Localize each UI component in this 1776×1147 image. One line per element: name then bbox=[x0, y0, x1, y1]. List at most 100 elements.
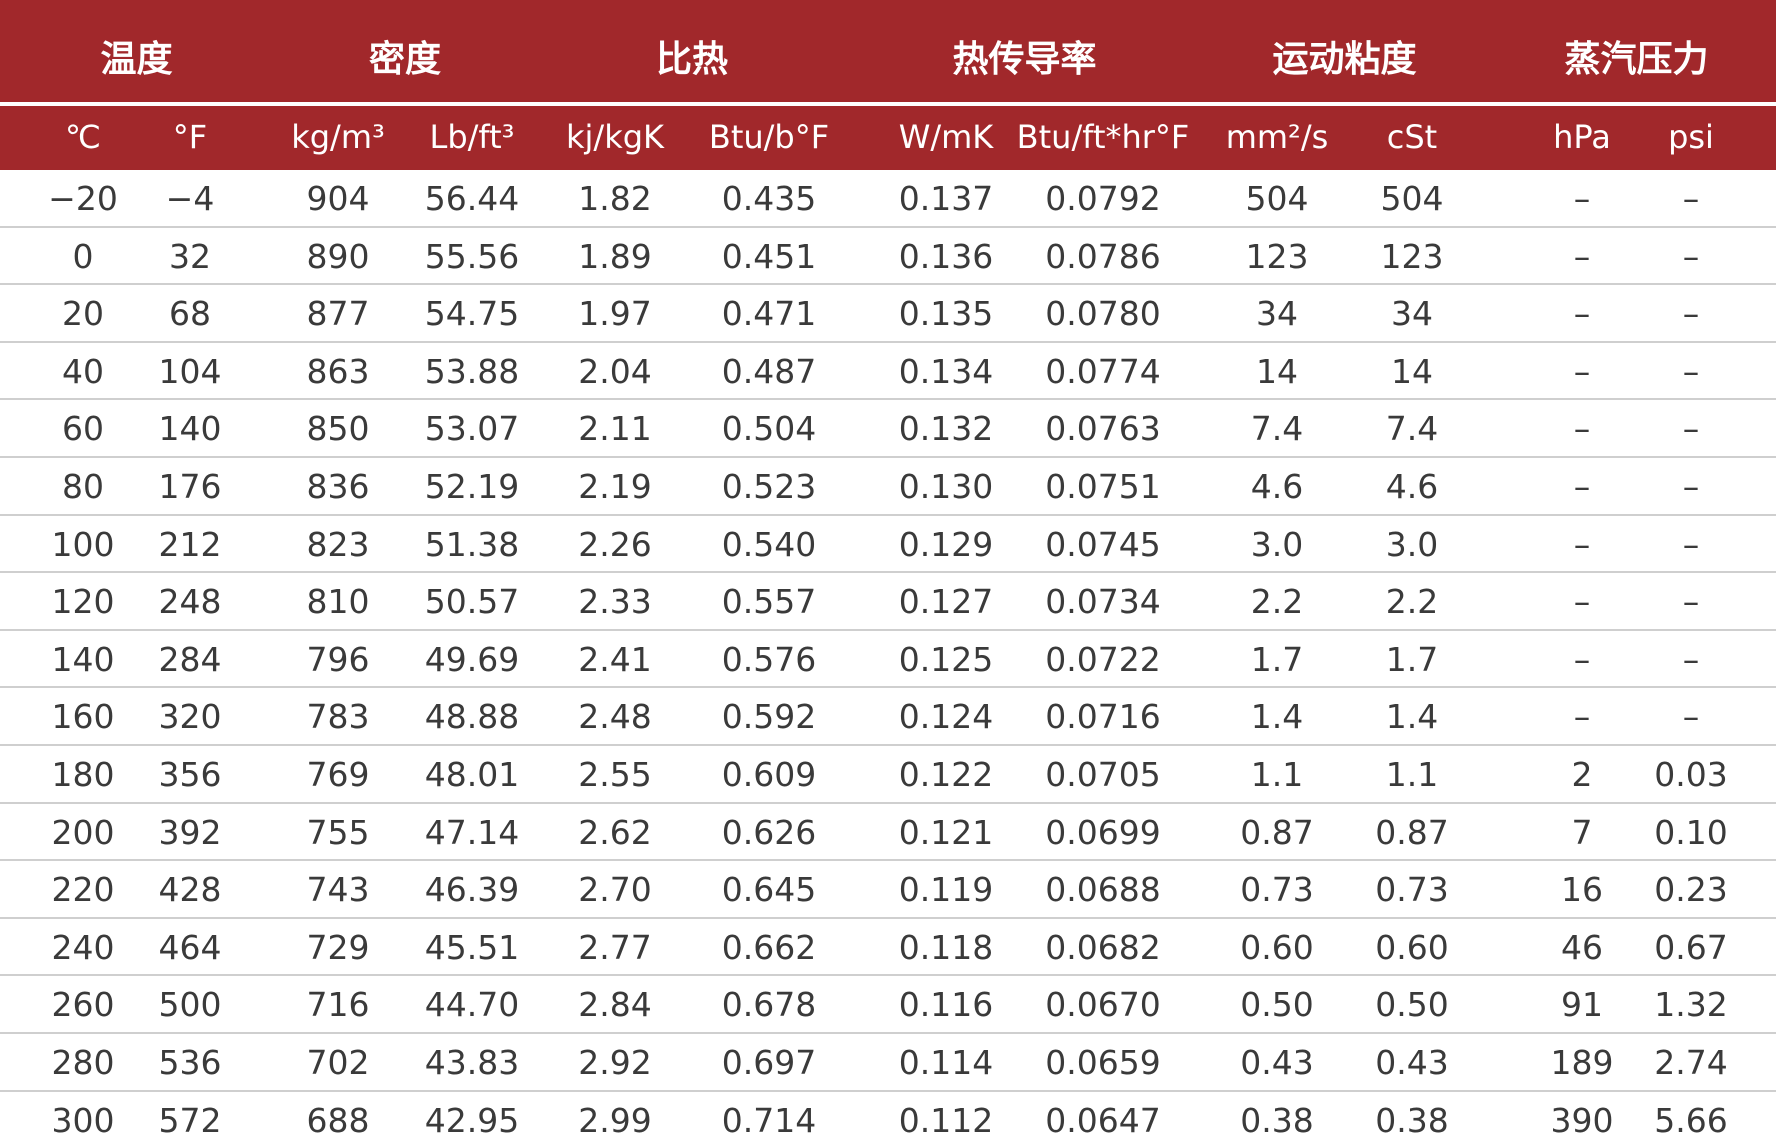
cell-value: 180 bbox=[51, 755, 115, 794]
cell-value: 536 bbox=[158, 1043, 222, 1082]
cell-value: – bbox=[1573, 351, 1591, 391]
cell-value: – bbox=[1573, 179, 1591, 218]
cell-value: 100 bbox=[51, 524, 115, 564]
cell-value: 7.4 bbox=[1250, 409, 1304, 449]
cell-value: 0.662 bbox=[721, 927, 817, 967]
cell-value: 0.67 bbox=[1654, 927, 1728, 967]
cell-value: 2 bbox=[1571, 755, 1593, 794]
cell-value: 0.73 bbox=[1375, 870, 1449, 910]
cell-value: 504 bbox=[1380, 179, 1444, 218]
cell-value: – bbox=[1682, 639, 1700, 679]
cell-value: 0.678 bbox=[721, 985, 817, 1025]
cell-value: 123 bbox=[1380, 236, 1444, 276]
unit-header-band bbox=[0, 106, 1776, 170]
cell-value: 0.523 bbox=[721, 467, 817, 506]
cell-value: 1.4 bbox=[1250, 697, 1304, 737]
cell-value: 743 bbox=[306, 870, 370, 910]
cell-value: 0.112 bbox=[898, 1100, 994, 1140]
cell-value: 2.55 bbox=[578, 755, 652, 794]
cell-value: 189 bbox=[1550, 1043, 1614, 1082]
cell-value: 0.626 bbox=[721, 812, 817, 852]
cell-value: 0.0670 bbox=[1045, 985, 1161, 1025]
row-separator bbox=[0, 456, 1776, 458]
cell-value: 500 bbox=[158, 985, 222, 1025]
cell-value: 1.7 bbox=[1250, 639, 1304, 679]
cell-value: 0.50 bbox=[1240, 985, 1314, 1025]
row-separator bbox=[0, 283, 1776, 286]
cell-value: 2.2 bbox=[1385, 582, 1439, 622]
row-separator bbox=[0, 801, 1776, 804]
cell-value: 0.87 bbox=[1240, 812, 1314, 852]
cell-value: 104 bbox=[158, 351, 222, 391]
cell-value: 220 bbox=[51, 870, 115, 910]
cell-value: 0.43 bbox=[1375, 1043, 1449, 1082]
cell-value: 0.0716 bbox=[1045, 697, 1161, 737]
cell-value: 2.11 bbox=[578, 409, 652, 449]
cell-value: 46.39 bbox=[424, 870, 520, 910]
cell-value: 0.10 bbox=[1654, 812, 1728, 852]
cell-value: 464 bbox=[158, 927, 222, 967]
unit-header: °F bbox=[172, 118, 208, 156]
cell-value: 823 bbox=[306, 524, 370, 564]
cell-value: 716 bbox=[306, 985, 370, 1025]
cell-value: – bbox=[1573, 294, 1591, 334]
cell-value: 877 bbox=[306, 294, 370, 334]
cell-value: 0.0699 bbox=[1045, 812, 1161, 852]
cell-value: 356 bbox=[158, 755, 222, 794]
row-separator bbox=[0, 974, 1776, 977]
cell-value: 0 bbox=[72, 236, 94, 276]
cell-value: – bbox=[1682, 179, 1700, 218]
cell-value: 284 bbox=[158, 639, 222, 679]
cell-value: 14 bbox=[1256, 351, 1298, 391]
cell-value: 176 bbox=[158, 467, 222, 506]
unit-header: Btu/b°F bbox=[708, 118, 830, 156]
cell-value: 0.0786 bbox=[1045, 236, 1161, 276]
cell-value: 0.114 bbox=[898, 1043, 994, 1082]
cell-value: 769 bbox=[306, 755, 370, 794]
cell-value: 200 bbox=[51, 812, 115, 852]
cell-value: 16 bbox=[1561, 870, 1603, 910]
cell-value: 240 bbox=[51, 927, 115, 967]
cell-value: 0.129 bbox=[898, 524, 994, 564]
cell-value: 2.41 bbox=[578, 639, 652, 679]
cell-value: 796 bbox=[306, 639, 370, 679]
cell-value: 863 bbox=[306, 351, 370, 391]
cell-value: 0.0751 bbox=[1045, 467, 1161, 506]
cell-value: 0.38 bbox=[1240, 1100, 1314, 1140]
cell-value: 0.136 bbox=[898, 236, 994, 276]
cell-value: 47.14 bbox=[424, 812, 520, 852]
cell-value: 0.645 bbox=[721, 870, 817, 910]
cell-value: 248 bbox=[158, 582, 222, 622]
cell-value: 890 bbox=[306, 236, 370, 276]
cell-value: 0.576 bbox=[721, 639, 817, 679]
cell-value: 572 bbox=[158, 1100, 222, 1140]
cell-value: 45.51 bbox=[424, 927, 520, 967]
unit-header: kj/kgK bbox=[565, 118, 665, 156]
cell-value: 51.38 bbox=[424, 524, 520, 564]
cell-value: 53.07 bbox=[424, 409, 520, 449]
cell-value: 0.0774 bbox=[1045, 351, 1161, 391]
cell-value: 46 bbox=[1561, 927, 1603, 967]
cell-value: 0.38 bbox=[1375, 1100, 1449, 1140]
cell-value: 0.592 bbox=[721, 697, 817, 737]
cell-value: 810 bbox=[306, 582, 370, 622]
cell-value: 0.451 bbox=[721, 236, 817, 276]
cell-value: 140 bbox=[158, 409, 222, 449]
row-separator bbox=[0, 513, 1776, 516]
cell-value: 729 bbox=[306, 927, 370, 967]
cell-value: 0.504 bbox=[721, 409, 817, 449]
cell-value: 2.26 bbox=[578, 524, 652, 564]
cell-value: 1.7 bbox=[1385, 639, 1439, 679]
cell-value: 280 bbox=[51, 1043, 115, 1082]
cell-value: 0.60 bbox=[1240, 927, 1314, 967]
cell-value: 0.116 bbox=[898, 985, 994, 1025]
cell-value: 0.0705 bbox=[1045, 755, 1161, 794]
cell-value: 34 bbox=[1391, 294, 1433, 334]
cell-value: 44.70 bbox=[424, 985, 520, 1025]
cell-value: 0.137 bbox=[898, 179, 994, 218]
cell-value: 0.03 bbox=[1654, 755, 1728, 794]
cell-value: 0.487 bbox=[721, 351, 817, 391]
cell-value: 2.70 bbox=[578, 870, 652, 910]
cell-value: 392 bbox=[158, 812, 222, 852]
